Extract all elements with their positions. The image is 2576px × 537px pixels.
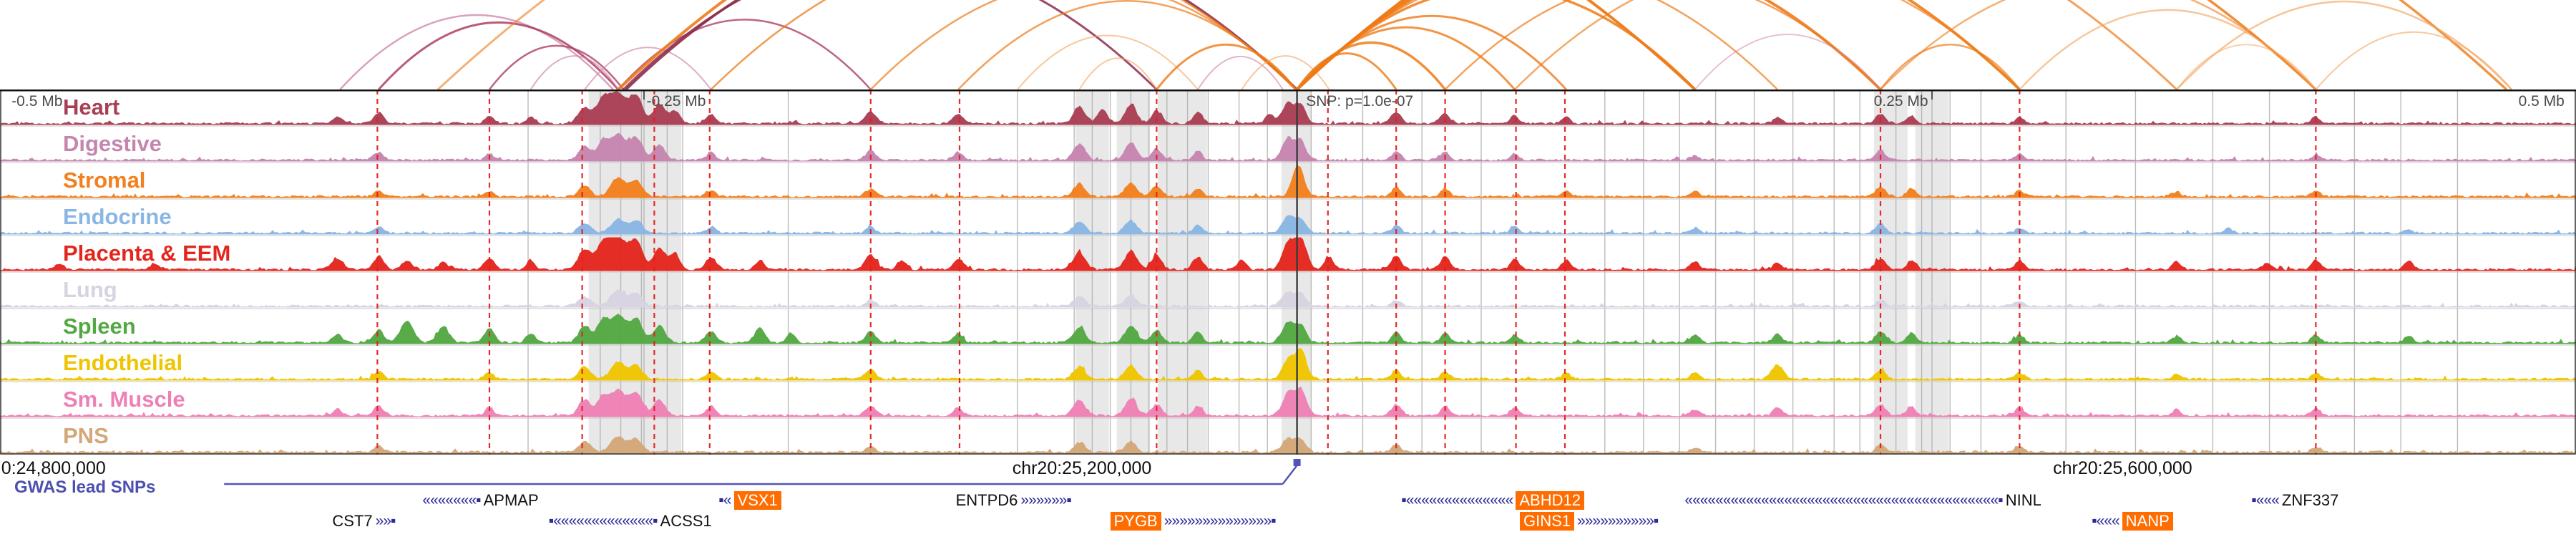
gene-label-highlighted: ABHD12 [1516, 490, 1584, 510]
interaction-arc [1880, 0, 2317, 90]
gene-item-apmap: «««««««▪ APMAP [422, 490, 538, 510]
chromatin-interaction-arcs-panel [339, 0, 2512, 90]
gene-label-highlighted: VSX1 [733, 490, 781, 510]
signal-track-lung [0, 289, 2576, 308]
interaction-arc [1880, 44, 2021, 90]
interaction-arc [623, 0, 1158, 90]
gene-item-znf337: ▪««« ZNF337 [2251, 490, 2338, 510]
interaction-arc [1296, 0, 1778, 90]
interaction-arc [1017, 34, 1199, 90]
interaction-arc [1197, 55, 1284, 90]
interaction-arc [1078, 57, 1158, 90]
interaction-arc [1241, 55, 1330, 90]
gene-label: ZNF337 [2281, 490, 2339, 509]
gene-item-gins1: GINS1 »»»»»»»»»»▪ [1520, 511, 1659, 531]
signal-track-endocrine [0, 215, 2576, 235]
interaction-arc [1296, 0, 2178, 90]
signal-tracks-canvas [0, 90, 2576, 455]
annotation-panel: GWAS lead SNPs 0:24,800,000 chr20:25,200,… [0, 455, 2576, 537]
gene-label: ACSS1 [660, 511, 712, 530]
signal-track-heart [0, 91, 2576, 125]
gene-strand-glyph: ▪«««««««««««««« [1401, 492, 1513, 508]
interaction-arc [957, 0, 1297, 90]
gene-label-highlighted: GINS1 [1520, 511, 1575, 531]
interaction-arc [2176, 44, 2317, 90]
interaction-arc [1296, 0, 2507, 90]
signal-track-spleen [0, 313, 2576, 344]
signal-track-placenta-eem [0, 237, 2576, 271]
interaction-arc [339, 14, 614, 90]
signal-track-endothelial [0, 348, 2576, 381]
gene-strand-glyph: »»»»»»»»»»▪ [1577, 513, 1659, 529]
gene-item-cst7: CST7 »»▪ [332, 511, 396, 531]
gene-item-abhd12: ▪«««««««««««««« ABHD12 [1401, 490, 1584, 510]
interaction-arc [2315, 31, 2512, 90]
interaction-arc [489, 44, 625, 90]
gene-strand-glyph: »»»»»»▪ [1020, 492, 1072, 508]
gene-strand-glyph: ▪««« [2251, 492, 2279, 508]
interaction-arc [530, 55, 619, 90]
gene-strand-glyph: «««««««▪ [422, 492, 481, 508]
gene-label: ENTPD6 [955, 490, 1018, 509]
interaction-arc [1296, 0, 2021, 90]
gene-strand-glyph: ▪« [718, 492, 731, 508]
signal-track-digestive [0, 132, 2576, 162]
signal-track-sm-muscle [0, 386, 2576, 417]
gene-strand-glyph: ▪««« [2092, 513, 2119, 529]
gwas-lead-snp-connector [224, 459, 1301, 485]
gwas-connector-elbow [1282, 465, 1298, 485]
interaction-arc [1513, 0, 2021, 90]
signal-tracks-panel: -0.5 Mb -0.25 Mb SNP: p=1.0e-07 0.25 Mb 0.5 … [0, 90, 2576, 455]
interaction-arc [1156, 43, 1297, 90]
signal-track-pns [0, 436, 2576, 454]
gene-strand-glyph: ▪«««««««««««««▪ [548, 513, 658, 529]
gene-strand-glyph: »»»»»»»»»»»»»»▪ [1163, 513, 1277, 529]
gene-label: NINL [2005, 490, 2041, 509]
gene-label: APMAP [483, 490, 539, 509]
gene-label-highlighted: PYGB [1110, 511, 1161, 531]
genomic-coordinate-label: chr20:25,600,000 [2053, 458, 2192, 478]
gene-item-vsx1: ▪« VSX1 [718, 490, 781, 510]
interaction-arc [625, 0, 1298, 90]
gene-item-nanp: ▪««« NANP [2092, 511, 2173, 531]
interaction-arc [436, 0, 1696, 90]
gene-strand-glyph: ««««««««««««««««««««««««««««««««««««««««… [1684, 492, 2003, 508]
gene-item-acss1: ▪«««««««««««««▪ ACSS1 [549, 511, 712, 531]
gwas-lead-snps-label: GWAS lead SNPs [14, 478, 156, 497]
gene-label: CST7 [332, 511, 373, 530]
gene-item-pygb: PYGB »»»»»»»»»»»»»»▪ [1110, 511, 1277, 531]
signal-track-stromal [0, 165, 2576, 198]
interaction-arc [617, 0, 1697, 90]
interaction-arc [1444, 0, 1881, 90]
interaction-arc [710, 0, 1297, 90]
genomic-coordinate-label: 0:24,800,000 [1, 458, 106, 478]
gwas-snp-marker [1293, 459, 1301, 466]
interaction-arc [1694, 34, 1881, 90]
genomic-coordinate-label: chr20:25,200,000 [1012, 458, 1152, 478]
gene-label-highlighted: NANP [2122, 511, 2173, 531]
gene-strand-glyph: »»▪ [375, 513, 396, 529]
interaction-arc [584, 47, 712, 90]
gene-item-entpd6: ENTPD6 »»»»»»▪ [955, 490, 1072, 510]
gene-item-ninl: ««««««««««««««««««««««««««««««««««««««««… [1684, 490, 2041, 510]
